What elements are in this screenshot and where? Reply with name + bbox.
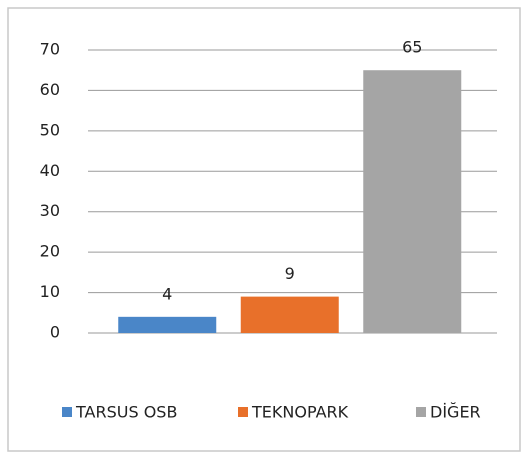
bar	[363, 70, 462, 333]
y-tick-label: 20	[40, 242, 60, 261]
y-tick-label: 40	[40, 161, 60, 180]
legend-label: DİĞER	[430, 403, 481, 422]
y-tick-label: 60	[40, 80, 60, 99]
y-tick-label: 0	[50, 323, 60, 342]
y-tick-label: 30	[40, 201, 60, 220]
data-label: 65	[402, 38, 422, 57]
legend-label: TEKNOPARK	[251, 403, 349, 422]
legend-swatch	[416, 407, 426, 417]
data-label: 9	[285, 264, 295, 283]
bar	[118, 316, 217, 333]
y-tick-label: 70	[40, 40, 60, 59]
data-label: 4	[162, 284, 172, 303]
bar	[240, 296, 339, 333]
y-tick-label: 10	[40, 282, 60, 301]
y-tick-label: 50	[40, 120, 60, 139]
legend-label: TARSUS OSB	[75, 403, 177, 422]
legend-swatch	[238, 407, 248, 417]
legend-swatch	[62, 407, 72, 417]
